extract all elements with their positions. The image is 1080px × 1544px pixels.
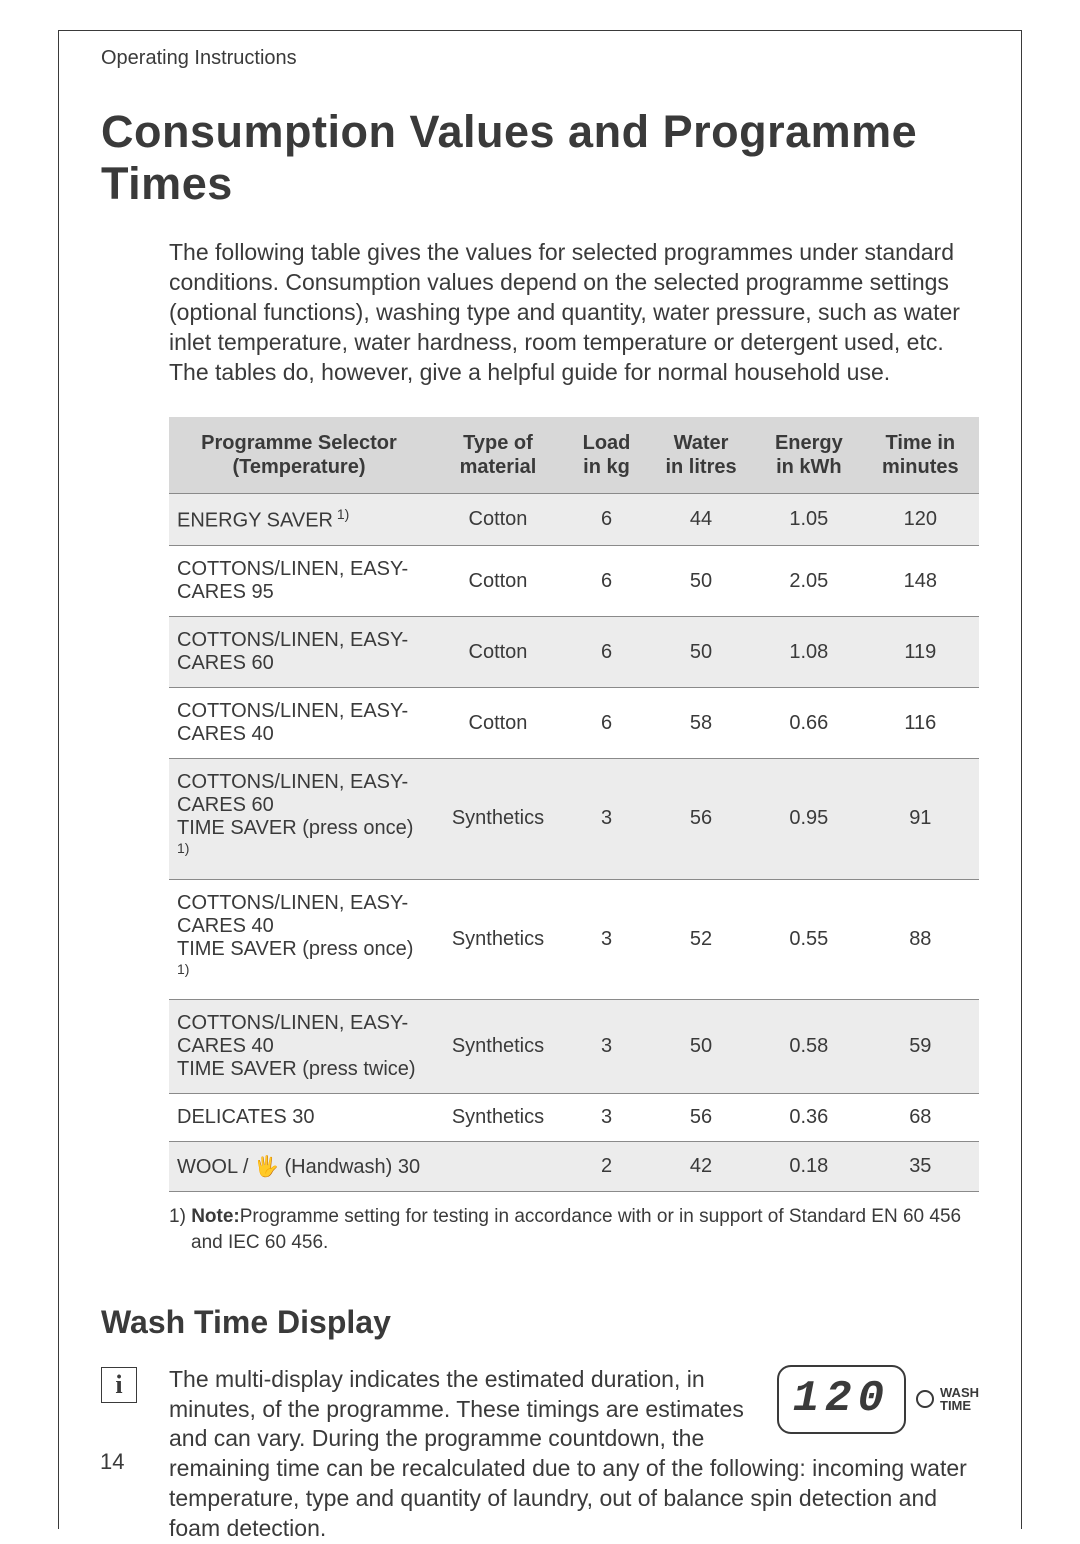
table-row: DELICATES 30Synthetics3560.3668 xyxy=(169,1094,979,1142)
cell-energy: 0.95 xyxy=(756,759,862,880)
cell-time: 35 xyxy=(862,1142,979,1192)
intro-paragraph: The following table gives the values for… xyxy=(169,238,979,387)
main-title: Consumption Values and Programme Times xyxy=(101,106,979,210)
cell-material: Synthetics xyxy=(429,759,567,880)
cell-energy: 1.08 xyxy=(756,617,862,688)
cell-load: 6 xyxy=(567,494,646,546)
cell-water: 52 xyxy=(646,879,756,1000)
cell-material xyxy=(429,1142,567,1192)
th-programme: Programme Selector(Temperature) xyxy=(169,417,429,494)
cell-programme: WOOL / 🖐 (Handwash) 30 xyxy=(169,1142,429,1192)
running-header: Operating Instructions xyxy=(101,47,979,70)
display-graphic: 120 WASHTIME xyxy=(777,1365,979,1434)
table-row: COTTONS/LINEN, EASY-CARES 40TIME SAVER (… xyxy=(169,1000,979,1094)
cell-water: 56 xyxy=(646,759,756,880)
cell-load: 3 xyxy=(567,1000,646,1094)
cell-material: Synthetics xyxy=(429,1000,567,1094)
cell-time: 88 xyxy=(862,879,979,1000)
cell-material: Synthetics xyxy=(429,879,567,1000)
th-time: Time inminutes xyxy=(862,417,979,494)
cell-water: 44 xyxy=(646,494,756,546)
cell-load: 6 xyxy=(567,546,646,617)
consumption-table: Programme Selector(Temperature) Type ofm… xyxy=(169,417,979,1192)
cell-energy: 0.58 xyxy=(756,1000,862,1094)
info-icon: i xyxy=(101,1367,137,1403)
cell-time: 116 xyxy=(862,688,979,759)
cell-water: 50 xyxy=(646,1000,756,1094)
lcd-display: 120 xyxy=(777,1365,906,1434)
wash-time-paragraph: 120 WASHTIME The multi-display indicates… xyxy=(169,1365,979,1544)
cell-programme: COTTONS/LINEN, EASY-CARES 60 xyxy=(169,617,429,688)
cell-energy: 0.18 xyxy=(756,1142,862,1192)
page-number: 14 xyxy=(100,1449,124,1475)
cell-programme: ENERGY SAVER 1) xyxy=(169,494,429,546)
page-frame: Operating Instructions Consumption Value… xyxy=(58,30,1022,1529)
cell-energy: 0.66 xyxy=(756,688,862,759)
table-row: COTTONS/LINEN, EASY-CARES 40Cotton6580.6… xyxy=(169,688,979,759)
th-load: Loadin kg xyxy=(567,417,646,494)
wash-time-label: WASHTIME xyxy=(940,1386,979,1413)
cell-load: 3 xyxy=(567,759,646,880)
led-indicator xyxy=(916,1390,934,1408)
cell-time: 91 xyxy=(862,759,979,880)
cell-programme: COTTONS/LINEN, EASY-CARES 95 xyxy=(169,546,429,617)
cell-material: Cotton xyxy=(429,617,567,688)
cell-time: 68 xyxy=(862,1094,979,1142)
table-row: WOOL / 🖐 (Handwash) 30 2420.1835 xyxy=(169,1142,979,1192)
th-energy: Energyin kWh xyxy=(756,417,862,494)
cell-load: 3 xyxy=(567,1094,646,1142)
cell-programme: DELICATES 30 xyxy=(169,1094,429,1142)
cell-time: 59 xyxy=(862,1000,979,1094)
cell-energy: 1.05 xyxy=(756,494,862,546)
cell-water: 50 xyxy=(646,546,756,617)
cell-programme: COTTONS/LINEN, EASY-CARES 60TIME SAVER (… xyxy=(169,759,429,880)
info-row: i 120 WASHTIME The multi-display indicat… xyxy=(101,1365,979,1544)
cell-time: 148 xyxy=(862,546,979,617)
cell-material: Cotton xyxy=(429,546,567,617)
th-water: Waterin litres xyxy=(646,417,756,494)
cell-load: 2 xyxy=(567,1142,646,1192)
table-row: COTTONS/LINEN, EASY-CARES 60Cotton6501.0… xyxy=(169,617,979,688)
table-row: COTTONS/LINEN, EASY-CARES 95Cotton6502.0… xyxy=(169,546,979,617)
table-body: ENERGY SAVER 1)Cotton6441.05120COTTONS/L… xyxy=(169,494,979,1192)
table-row: ENERGY SAVER 1)Cotton6441.05120 xyxy=(169,494,979,546)
th-material: Type ofmaterial xyxy=(429,417,567,494)
cell-programme: COTTONS/LINEN, EASY-CARES 40 xyxy=(169,688,429,759)
cell-energy: 0.55 xyxy=(756,879,862,1000)
cell-material: Cotton xyxy=(429,494,567,546)
wash-time-title: Wash Time Display xyxy=(101,1304,979,1341)
cell-energy: 0.36 xyxy=(756,1094,862,1142)
cell-programme: COTTONS/LINEN, EASY-CARES 40TIME SAVER (… xyxy=(169,879,429,1000)
cell-energy: 2.05 xyxy=(756,546,862,617)
cell-material: Cotton xyxy=(429,688,567,759)
cell-water: 58 xyxy=(646,688,756,759)
footnote: 1) Note:Programme setting for testing in… xyxy=(169,1204,979,1255)
cell-water: 56 xyxy=(646,1094,756,1142)
cell-material: Synthetics xyxy=(429,1094,567,1142)
cell-water: 42 xyxy=(646,1142,756,1192)
cell-load: 6 xyxy=(567,617,646,688)
table-row: COTTONS/LINEN, EASY-CARES 60TIME SAVER (… xyxy=(169,759,979,880)
table-row: COTTONS/LINEN, EASY-CARES 40TIME SAVER (… xyxy=(169,879,979,1000)
cell-load: 3 xyxy=(567,879,646,1000)
cell-water: 50 xyxy=(646,617,756,688)
cell-load: 6 xyxy=(567,688,646,759)
cell-programme: COTTONS/LINEN, EASY-CARES 40TIME SAVER (… xyxy=(169,1000,429,1094)
cell-time: 120 xyxy=(862,494,979,546)
cell-time: 119 xyxy=(862,617,979,688)
